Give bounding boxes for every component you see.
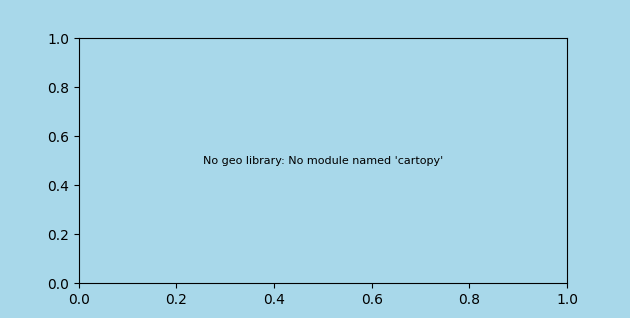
Text: No geo library: No module named 'cartopy': No geo library: No module named 'cartopy… [203, 156, 443, 166]
